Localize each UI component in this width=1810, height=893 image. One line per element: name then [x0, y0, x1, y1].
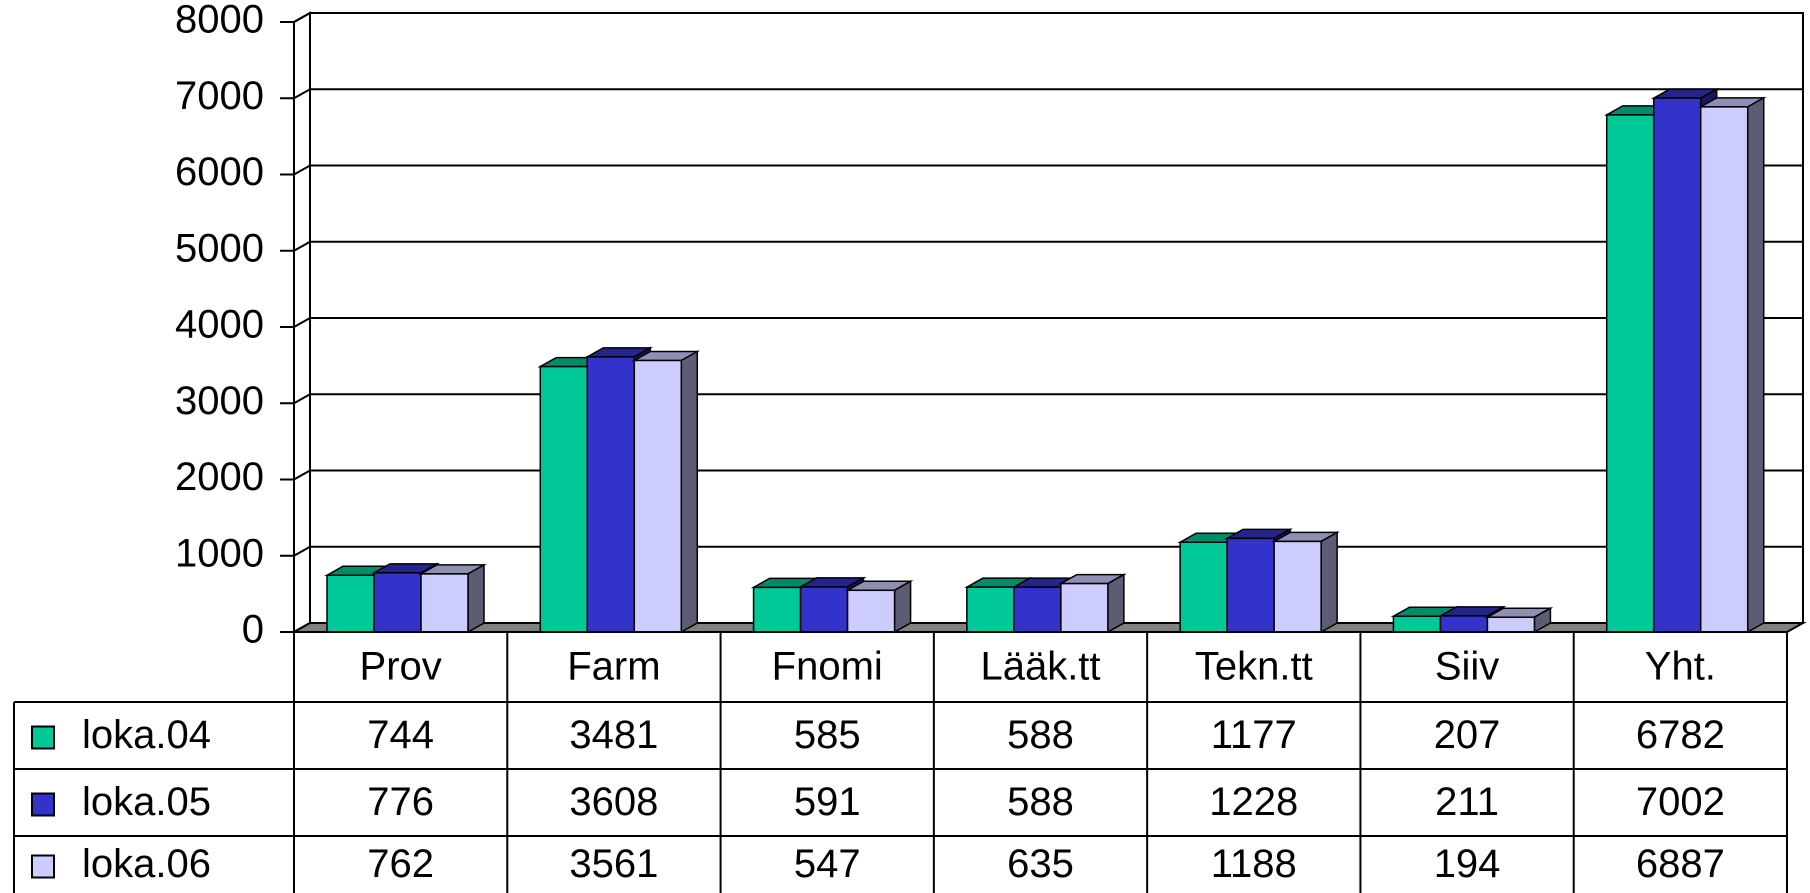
- bar: [1060, 582, 1109, 633]
- x-tick-label: Tekn.tt: [1195, 645, 1313, 689]
- table-value: 776: [367, 780, 434, 824]
- bar: [326, 574, 375, 633]
- bar: [846, 589, 896, 633]
- y-tick-label: 7000: [175, 74, 264, 118]
- bar: [1013, 586, 1062, 633]
- table-value: 207: [1434, 713, 1501, 757]
- grid-line-depth: [293, 545, 311, 557]
- bar: [752, 586, 802, 633]
- bar: [799, 586, 849, 633]
- grid-line-depth: [293, 12, 311, 23]
- bar: [1439, 615, 1489, 633]
- bar-side: [1320, 531, 1338, 634]
- table-value: 6782: [1636, 713, 1725, 757]
- table-value: 194: [1434, 842, 1501, 886]
- legend-label: loka.04: [82, 713, 211, 757]
- x-tick-label: Yht.: [1645, 645, 1716, 689]
- y-tick-label: 8000: [175, 0, 264, 42]
- bar: [539, 365, 589, 633]
- y-tick-label: 0: [242, 608, 264, 652]
- bar: [1605, 114, 1655, 633]
- bar: [1392, 615, 1442, 633]
- legend-label: loka.06: [82, 842, 211, 886]
- bar-side: [893, 580, 912, 634]
- legend-swatch: [31, 725, 55, 750]
- x-tick-label: Lääk.tt: [980, 645, 1100, 689]
- y-tick-label: 5000: [175, 226, 264, 270]
- grid-line-depth: [293, 393, 311, 405]
- bar: [1226, 537, 1275, 633]
- bar: [1699, 106, 1749, 633]
- x-tick-label: Farm: [567, 645, 660, 689]
- bar-side: [1107, 573, 1125, 634]
- bar: [1652, 97, 1702, 633]
- grid-line-depth: [293, 317, 311, 328]
- bar: [633, 359, 683, 633]
- grid-line-depth: [293, 164, 311, 176]
- table-value: 3481: [569, 713, 658, 757]
- bar-side: [1746, 96, 1765, 634]
- bar: [420, 573, 469, 633]
- table-value: 6887: [1636, 842, 1725, 886]
- y-tick-label: 1000: [175, 531, 264, 575]
- x-tick-label: Siiv: [1435, 645, 1499, 689]
- table-value: 588: [1007, 713, 1074, 757]
- table-value: 7002: [1636, 780, 1725, 824]
- bar: [1273, 540, 1322, 633]
- table-value: 1188: [1211, 842, 1297, 886]
- table-value: 3608: [569, 780, 658, 824]
- y-tick-label: 2000: [175, 455, 264, 499]
- bar: [586, 356, 636, 633]
- y-tick-label: 3000: [175, 379, 264, 423]
- table-value: 744: [367, 713, 434, 757]
- x-tick-label: Fnomi: [772, 645, 883, 689]
- table-value: 588: [1007, 780, 1074, 824]
- bar: [1179, 541, 1228, 633]
- table-value: 3561: [569, 842, 658, 886]
- y-tick-label: 4000: [175, 303, 264, 347]
- grid-line-depth: [293, 88, 311, 100]
- bar: [373, 572, 422, 633]
- grid-line-depth: [293, 240, 311, 252]
- legend-label: loka.05: [82, 780, 211, 824]
- grid-line-depth: [293, 469, 311, 481]
- legend-swatch: [31, 854, 55, 879]
- bar-side: [467, 563, 485, 634]
- table-value: 547: [794, 842, 861, 886]
- table-value: 1228: [1209, 780, 1298, 824]
- table-value: 635: [1007, 842, 1074, 886]
- table-value: 591: [794, 780, 861, 824]
- table-value: 1177: [1211, 713, 1297, 757]
- bar: [1486, 616, 1536, 633]
- table-value: 585: [794, 713, 861, 757]
- table-value: 211: [1435, 780, 1499, 824]
- y-tick-label: 6000: [175, 150, 264, 194]
- table-value: 762: [367, 842, 434, 886]
- legend-swatch: [31, 792, 55, 817]
- bar-side: [680, 350, 699, 634]
- x-tick-label: Prov: [360, 645, 442, 689]
- bar: [966, 586, 1015, 633]
